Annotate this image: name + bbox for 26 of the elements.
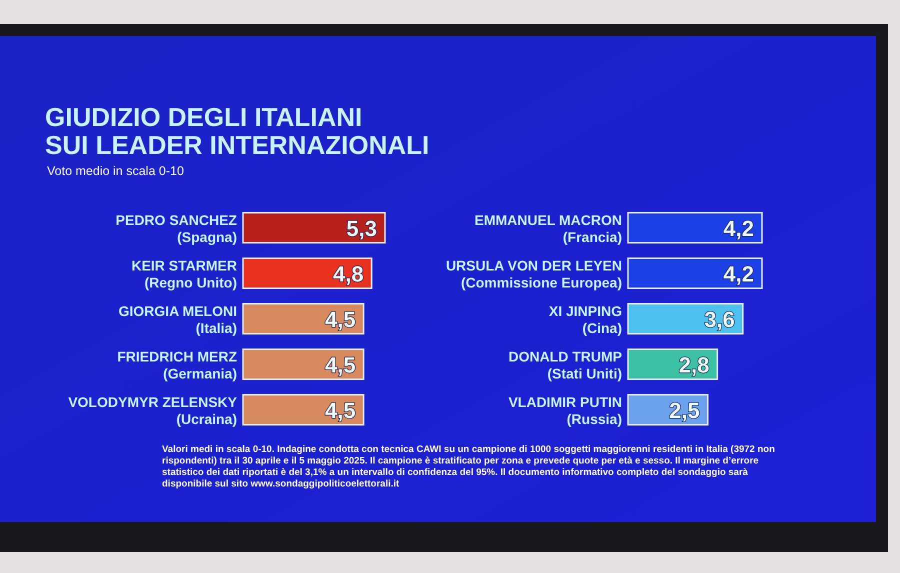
bar: [627, 212, 763, 244]
y-tick-label: URSULA VON DER LEYEN (Commissione Europea): [446, 257, 622, 290]
data-label: 4,5: [324, 398, 356, 423]
data-label: 4,8: [333, 261, 364, 286]
y-tick-label: XI JINPING (Cina): [548, 302, 622, 336]
data-label: 4,2: [723, 261, 754, 286]
data-label: 4,5: [324, 352, 356, 378]
data-label: 4,2: [723, 216, 754, 241]
data-label: 5,3: [346, 216, 377, 241]
data-label: 4,5: [324, 306, 356, 332]
data-label: 3,6: [704, 306, 735, 332]
y-tick-label: EMMANUEL MACRON (Francia): [474, 212, 622, 245]
text: Valori medi in scala 0-10. Indagine condotta con tecnica CAWI su un campione di 1000 soggetti maggiorenni residenti in Italia (3972 non rispondenti) tra il 30 aprile e il 5 maggio 2025. Il campione è stratificato per zona e prevede quote per età e sesso. Il margine d’errore statistico dei dati riportati è del 3,1% a un intervallo di confidenza del 95%. Il documento informativo completo del sondaggio sarà disponibile sul sito www.sondaggipoliticoelettorali.it: [162, 444, 776, 490]
text: Voto medio in scala 0-10: [47, 164, 184, 178]
y-tick-label: FRIEDRICH MERZ (Germania): [117, 348, 238, 382]
y-tick-label: DONALD TRUMP (Stati Uniti): [508, 348, 622, 382]
bar: [627, 302, 744, 335]
bar: [627, 257, 763, 290]
y-tick-label: KEIR STARMER (Regno Unito): [131, 257, 237, 290]
chart-title: GIUDIZIO DEGLI ITALIANI SUI LEADER INTERNAZIONALI: [45, 102, 430, 160]
data-label: 2,5: [669, 398, 700, 423]
y-tick-label: PEDRO SANCHEZ (Spagna): [116, 212, 238, 245]
data-label: 2,8: [678, 352, 710, 378]
y-tick-label: VOLODYMYR ZELENSKY (Ucraina): [68, 394, 238, 427]
y-tick-label: GIORGIA MELONI (Italia): [118, 302, 237, 336]
y-tick-label: VLADIMIR PUTIN (Russia): [508, 394, 622, 427]
